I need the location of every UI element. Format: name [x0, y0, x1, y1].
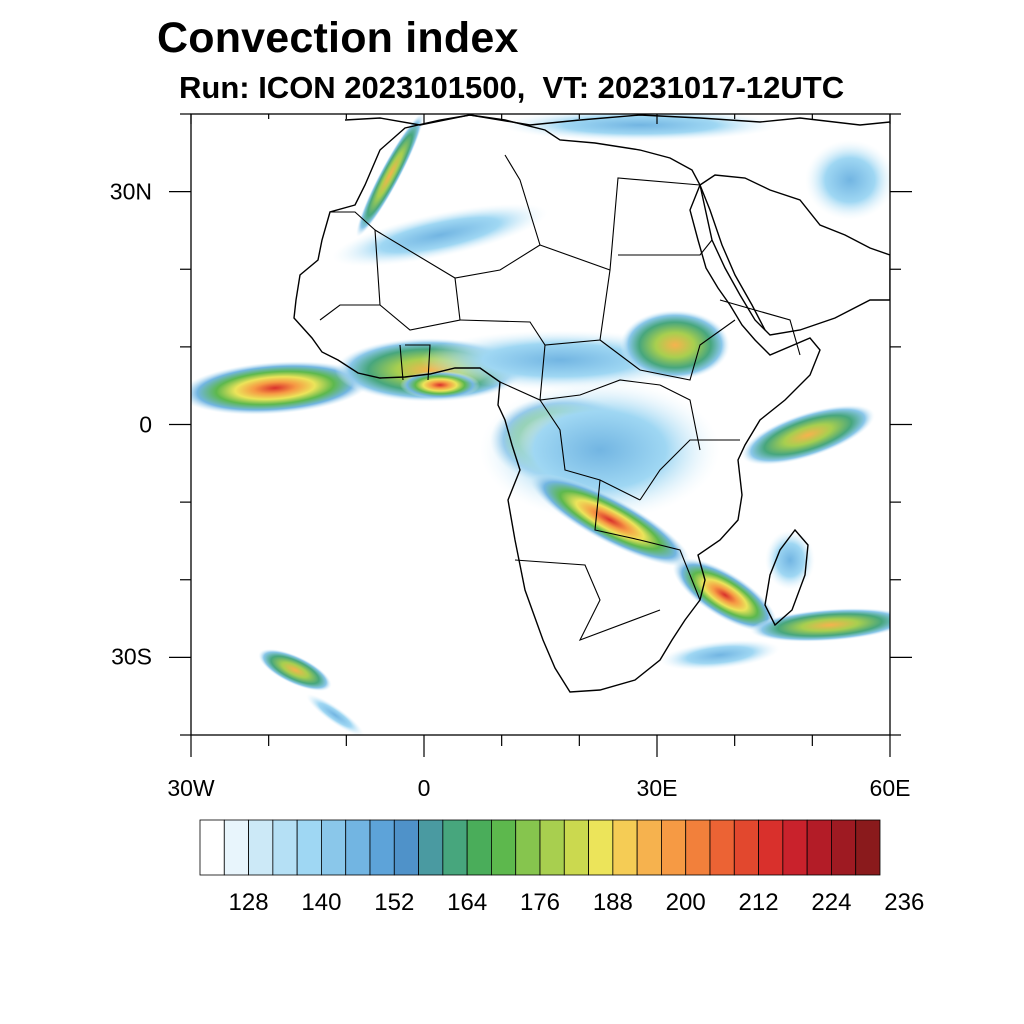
red-sea-line — [699, 184, 766, 331]
colorbar-label: 164 — [447, 889, 488, 916]
convection-area-southern-indian-ocean-band — [750, 608, 890, 642]
colorbar-swatch — [345, 819, 371, 876]
convection-area-south-africa-coast — [660, 639, 780, 671]
coastlines — [293, 114, 890, 693]
convection-area-south-atlantic-island — [258, 648, 332, 692]
colorbar-swatch — [199, 819, 225, 876]
colorbar-swatch — [442, 819, 468, 876]
colorbar-swatch — [272, 819, 298, 876]
colorbar-swatch — [661, 819, 687, 876]
colorbar-swatch — [248, 819, 274, 876]
colorbar-swatch — [491, 819, 517, 876]
europe-coastline — [344, 114, 890, 126]
x-tick-label: 60E — [869, 775, 911, 801]
convection-area-indian-ocean-equatorial — [741, 404, 875, 466]
arabia-coastline — [699, 174, 890, 336]
chart-subtitle: Run: ICON 2023101500, VT: 20231017-12UTC — [179, 70, 845, 105]
africa-coastline — [293, 114, 821, 693]
colorbar-swatch — [855, 819, 881, 876]
convection-area-south-atlantic-tail — [305, 693, 365, 735]
colorbar-label: 188 — [592, 889, 633, 916]
colorbar-label: 212 — [738, 889, 779, 916]
colorbar-label: 224 — [811, 889, 852, 916]
colorbar-swatch — [782, 819, 808, 876]
colorbar-label: 152 — [374, 889, 415, 916]
convection-field — [191, 114, 890, 735]
convection-area-mozambique-madagascar — [672, 558, 778, 632]
y-tick-label: 30N — [109, 178, 152, 205]
convection-area-weak-nw-streak — [355, 114, 425, 237]
colorbar-swatch — [758, 819, 784, 876]
colorbar-swatch — [806, 819, 832, 876]
y-tick-label: 30S — [111, 643, 152, 670]
colorbar-swatch — [369, 819, 395, 876]
convection-area-ethiopian-highlands — [620, 310, 730, 380]
colorbar-swatch — [539, 819, 565, 876]
colorbar-swatch — [563, 819, 589, 876]
colorbar-swatch — [636, 819, 662, 876]
colorbar-swatch — [733, 819, 759, 876]
colorbar-label: 128 — [228, 889, 269, 916]
colorbar-swatch — [321, 819, 347, 876]
colorbar-swatch — [418, 819, 444, 876]
colorbar-swatch — [515, 819, 541, 876]
colorbar-swatch — [709, 819, 735, 876]
convection-area-madagascar-east — [765, 530, 815, 590]
convection-area-west-african-atlantic-band — [191, 361, 370, 415]
colorbar-swatch — [588, 819, 614, 876]
convection-area-weak-sahara — [332, 203, 548, 267]
x-tick-label: 0 — [417, 775, 431, 801]
y-tick-label: 0 — [139, 411, 152, 437]
convection-area-zambia-malawi-band — [529, 473, 691, 567]
axis-ticks — [169, 113, 912, 757]
x-tick-label: 30W — [167, 775, 215, 801]
colorbar-label: 176 — [519, 889, 561, 916]
colorbar-label: 236 — [884, 889, 925, 916]
madagascar-coastline — [764, 528, 809, 627]
colorbar-swatch — [296, 819, 322, 876]
colorbar-label: 200 — [665, 889, 706, 916]
chart-title: Convection index — [157, 14, 519, 62]
colorbar-swatch — [393, 819, 419, 876]
colorbar-label: 140 — [301, 889, 342, 916]
colorbar-swatch — [685, 819, 711, 876]
colorbar-swatch — [831, 819, 857, 876]
colorbar-swatch — [466, 819, 492, 876]
colorbar-swatch — [612, 819, 638, 876]
country-borders — [319, 154, 801, 642]
colorbar-swatch — [223, 819, 249, 876]
convection-area-weak-arabia — [805, 140, 890, 220]
x-tick-label: 30E — [636, 775, 678, 801]
